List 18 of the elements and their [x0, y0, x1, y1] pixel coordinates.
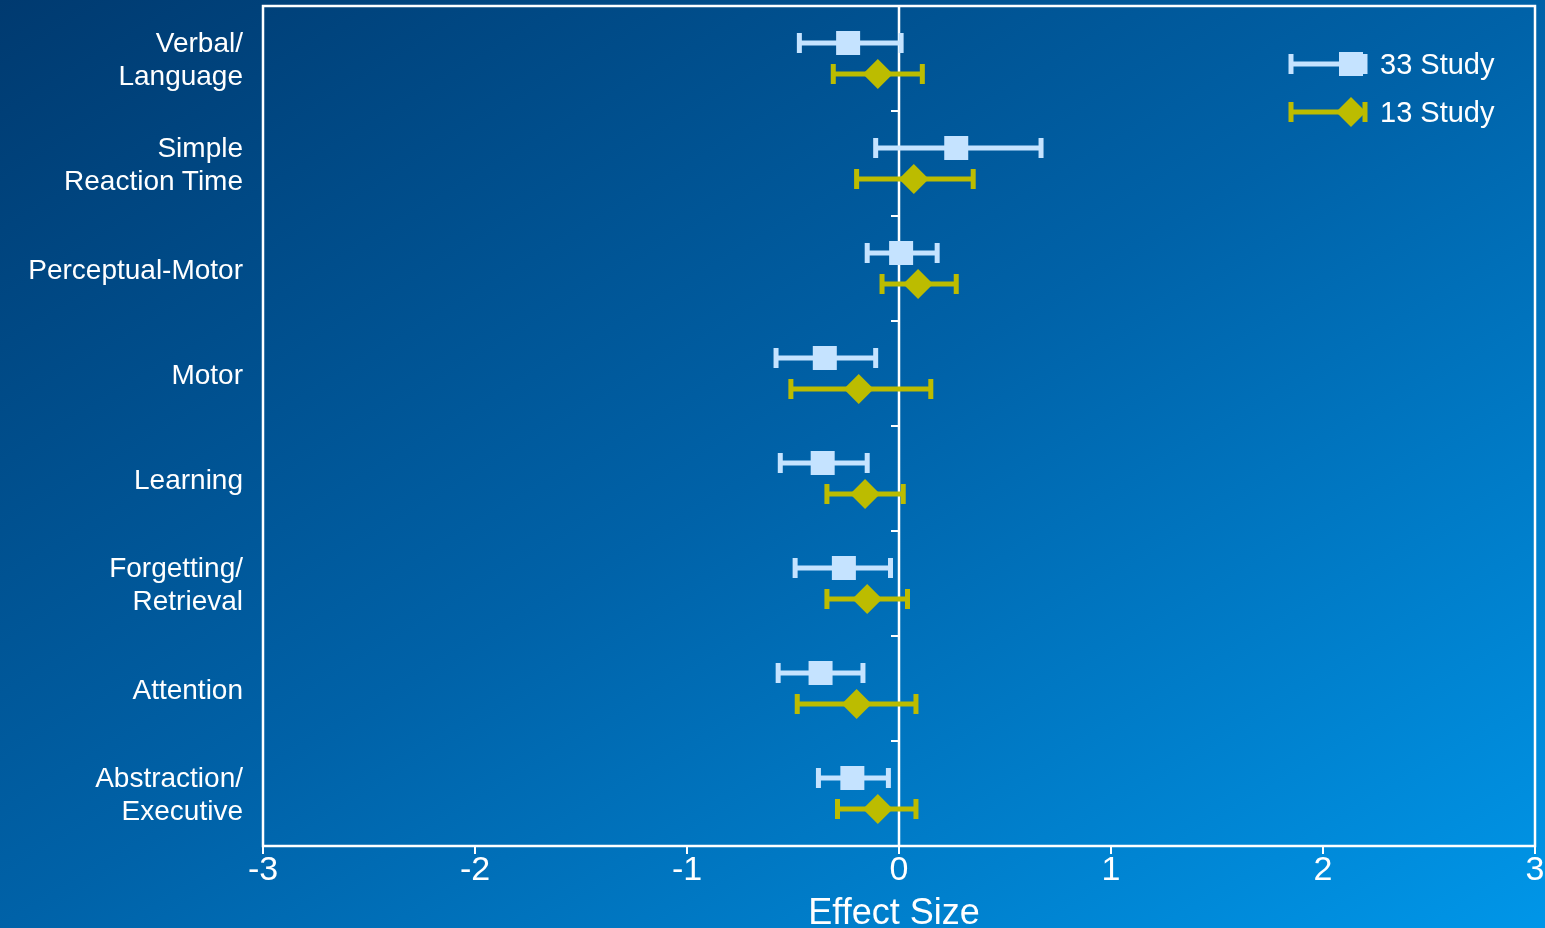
legend-label: 13 Study	[1380, 96, 1495, 128]
y-tick-label: Verbal/ Language	[118, 27, 244, 91]
x-axis-title: Effect Size	[808, 891, 980, 928]
x-tick-label: 3	[1525, 849, 1545, 887]
y-tick-label: Abstraction/ Executive	[95, 762, 244, 826]
x-tick-label: -3	[247, 849, 279, 887]
y-tick-label: Simple Reaction Time	[64, 132, 243, 196]
y-tick-label: Perceptual-Motor	[28, 253, 243, 285]
y-tick-label: Motor	[171, 358, 243, 390]
x-tick-label: -1	[671, 849, 703, 887]
legend-label: 33 Study	[1380, 48, 1495, 80]
x-tick-label: 0	[889, 849, 909, 887]
x-tick-label: -2	[459, 849, 491, 887]
x-tick-label: 1	[1101, 849, 1121, 887]
y-tick-label: Forgetting/ Retrieval	[109, 552, 244, 616]
x-tick-label: 2	[1313, 849, 1333, 887]
y-tick-label: Attention	[132, 673, 243, 705]
y-tick-label: Learning	[134, 463, 243, 495]
